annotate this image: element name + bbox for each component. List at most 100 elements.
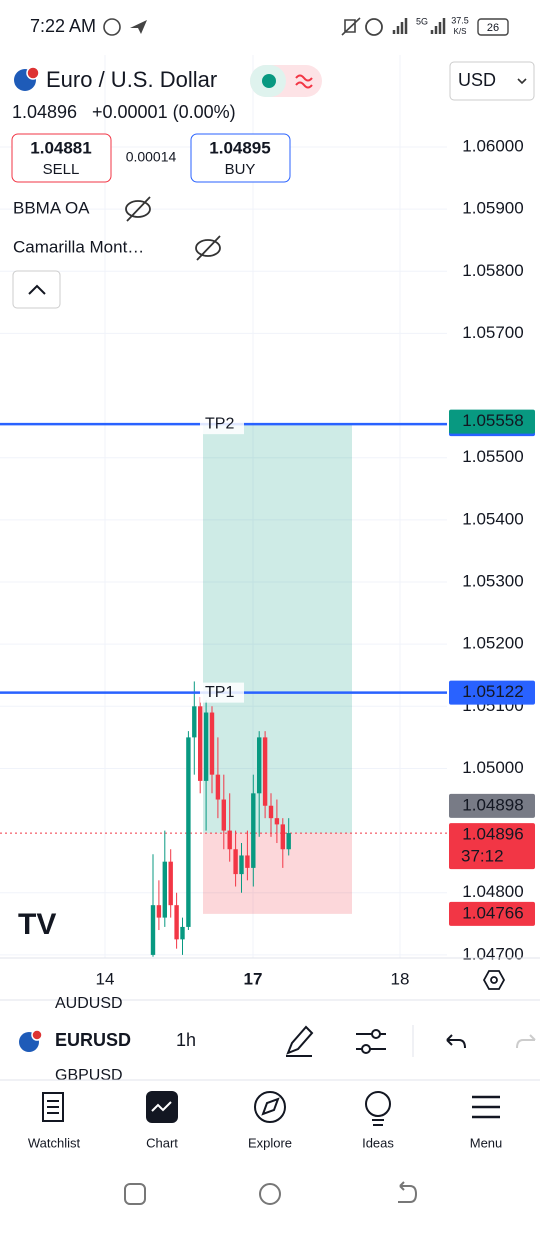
y-tick-label: 1.06000 <box>462 136 523 155</box>
undo[interactable] <box>446 1034 466 1049</box>
buy-label: BUY <box>225 161 256 178</box>
candle-body <box>257 737 262 794</box>
icon <box>28 284 46 295</box>
candle-body <box>186 737 191 927</box>
candle-body <box>239 855 244 875</box>
symbol-name[interactable]: Euro / U.S. Dollar <box>46 67 217 92</box>
draw-icon[interactable] <box>286 1025 314 1057</box>
axis-marker <box>449 409 535 434</box>
nav-watchlist[interactable]: Watchlist <box>28 1092 81 1150</box>
nav-chart[interactable]: Chart <box>146 1091 178 1150</box>
speed-unit: K/S <box>454 27 467 36</box>
y-tick-label: 1.05500 <box>462 447 523 466</box>
candle-body <box>180 926 185 940</box>
icon <box>341 17 361 36</box>
x-tick-label: 18 <box>391 969 410 988</box>
icon <box>130 20 147 34</box>
collapse-button[interactable] <box>12 270 61 309</box>
candle-body <box>262 737 268 806</box>
candle-body <box>280 824 285 850</box>
nav-label: Menu <box>470 1135 503 1150</box>
countdown: 37:12 <box>461 847 504 866</box>
recents[interactable] <box>124 1183 146 1205</box>
tp-label-bg <box>200 414 244 435</box>
interval[interactable]: 1h <box>176 1030 196 1050</box>
y-tick-label: 1.05200 <box>462 634 523 653</box>
axis-marker-label: 1.05558 <box>462 411 523 430</box>
currency: USD <box>458 70 496 90</box>
axis-marker-label: 1.04766 <box>462 903 523 922</box>
battery-level: 26 <box>487 22 499 34</box>
candle-body <box>150 905 156 955</box>
axis-marker <box>449 823 535 870</box>
hide-icon[interactable] <box>195 235 221 261</box>
candle-body <box>209 712 215 775</box>
candle-body <box>251 793 256 868</box>
network: 5G <box>416 16 428 26</box>
clock: 7:22 AM <box>30 16 96 36</box>
settings-icon[interactable] <box>482 970 506 990</box>
axis-marker-label: 1.04898 <box>462 795 523 814</box>
flag <box>26 66 40 80</box>
indicator[interactable]: Camarilla Mont… <box>13 237 144 256</box>
x-tick-label: 14 <box>96 969 115 988</box>
axis-marker <box>449 901 535 926</box>
battery <box>477 18 509 36</box>
sell-label: SELL <box>43 161 80 178</box>
icon <box>430 18 446 34</box>
chart[interactable]: 1.06000 1.05900 1.05800 1.05700 1.05500 1.054… <box>0 55 535 988</box>
candle-body <box>203 712 209 781</box>
sell-button[interactable] <box>11 133 112 183</box>
candle-body <box>162 861 167 918</box>
status-dot <box>262 74 276 88</box>
y-tick-label: 1.04700 <box>462 944 523 963</box>
nav-menu[interactable]: Menu <box>470 1095 503 1150</box>
home[interactable] <box>259 1183 281 1205</box>
spread: 0.00014 <box>126 149 177 165</box>
candle-body <box>215 774 221 800</box>
speed: 37.5 <box>451 15 469 25</box>
y-tick-label: 1.05300 <box>462 571 523 590</box>
axis-marker-label: 1.04896 <box>462 825 523 844</box>
loss-zone <box>203 833 352 914</box>
icon <box>517 78 527 85</box>
candle-body <box>274 818 280 825</box>
indicators-icon[interactable] <box>356 1029 386 1054</box>
axis-marker <box>449 793 535 818</box>
buy-price: 1.04895 <box>209 138 270 157</box>
candle-body <box>174 905 179 940</box>
y-tick-label: 1.05900 <box>462 199 523 218</box>
icon <box>295 74 313 89</box>
candle-body <box>245 855 250 868</box>
price: 1.04896 <box>12 102 77 122</box>
profit-zone <box>203 424 352 834</box>
candle-body <box>198 706 203 781</box>
icon <box>392 18 408 34</box>
nav-ideas[interactable]: Ideas <box>362 1091 394 1150</box>
change: +0.00001 (0.00%) <box>92 102 236 122</box>
nav-label: Explore <box>248 1135 292 1150</box>
candle-body <box>168 861 173 906</box>
tp-label: TP2 <box>205 415 234 432</box>
y-tick-label: 1.05000 <box>462 758 523 777</box>
candle-body <box>192 706 197 738</box>
tp-label: TP1 <box>205 684 234 701</box>
icon <box>103 18 121 36</box>
axis-marker-label: 1.05122 <box>462 682 523 701</box>
candle-body <box>286 833 291 850</box>
nav-label: Watchlist <box>28 1135 81 1150</box>
currency-select[interactable] <box>449 61 535 101</box>
redo <box>516 1034 536 1049</box>
nav-explore[interactable]: Explore <box>248 1091 292 1150</box>
buy-button[interactable] <box>190 133 291 183</box>
x-tick-label: 17 <box>244 969 263 988</box>
y-tick-label: 1.05400 <box>462 509 523 528</box>
back[interactable] <box>398 1181 418 1203</box>
candle-body <box>221 799 226 831</box>
toolbar-symbol[interactable]: EURUSD <box>55 1030 131 1050</box>
candle-body <box>156 905 162 918</box>
indicator[interactable]: BBMA OA <box>13 198 90 217</box>
icon <box>365 18 383 36</box>
hide-icon[interactable] <box>125 196 151 222</box>
